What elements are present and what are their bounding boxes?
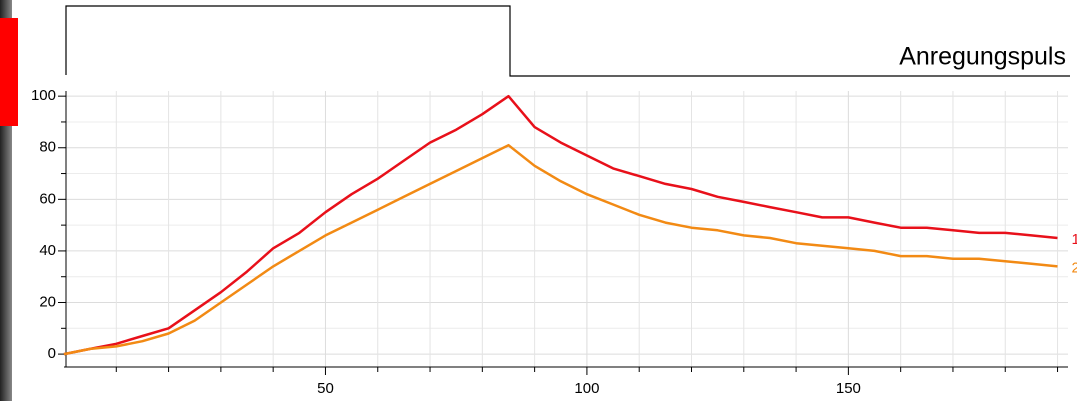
series-line bbox=[63, 94, 1058, 356]
y-tick-label: 60 bbox=[39, 190, 56, 207]
y-tick-label: 80 bbox=[39, 139, 56, 156]
series-label: 1 bbox=[1072, 231, 1077, 248]
y-tick-label: 40 bbox=[39, 242, 56, 259]
series-label: 2 bbox=[1072, 259, 1077, 276]
x-tick-label: 50 bbox=[317, 380, 334, 397]
series-line bbox=[63, 143, 1058, 356]
side-marker bbox=[0, 18, 18, 126]
pulse-label: Anregungspuls bbox=[899, 43, 1066, 71]
x-tick-label: 150 bbox=[836, 380, 861, 397]
plot-area: 0 20 40 60 80 100 50 100 150 1 2 bbox=[31, 87, 1077, 397]
y-tick-label: 20 bbox=[39, 293, 56, 310]
pulse-trace bbox=[65, 5, 1070, 77]
x-tick-label: 100 bbox=[574, 380, 599, 397]
y-tick-label: 0 bbox=[48, 345, 56, 362]
y-tick-label: 100 bbox=[31, 87, 56, 104]
